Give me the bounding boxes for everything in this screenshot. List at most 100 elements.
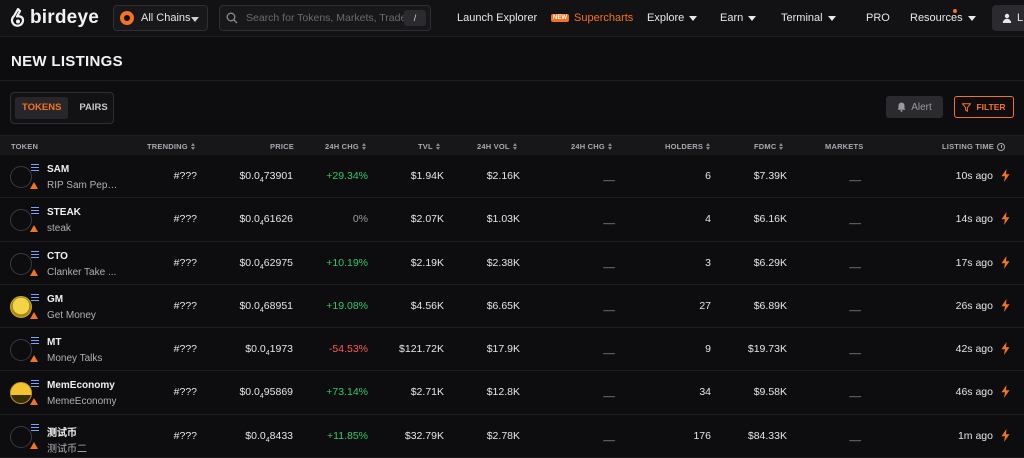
list-icon	[31, 250, 39, 258]
table-row[interactable]: 测试币 测试币二 #??? $0.048433 +11.85% $32.79K …	[0, 415, 1024, 458]
lightning-icon[interactable]	[1001, 385, 1010, 399]
table-row[interactable]: GM Get Money #??? $0.0468951 +19.08% $4.…	[0, 285, 1024, 329]
alert-label: Alert	[911, 101, 932, 113]
token-symbol[interactable]: SAM	[47, 164, 70, 175]
token-symbol[interactable]: STEAK	[47, 207, 81, 219]
nav-terminal-label: Terminal	[781, 12, 823, 24]
list-icon	[31, 293, 39, 301]
token-avatar	[10, 295, 32, 318]
trending-rank: #???	[173, 343, 197, 356]
tvl-value: $4.56K	[410, 299, 444, 312]
holders-count: 176	[693, 429, 711, 442]
sort-icon	[779, 143, 784, 150]
price-value: $0.0473901	[239, 170, 293, 185]
col-holders[interactable]: HOLDERS	[665, 142, 711, 151]
trending-rank: #???	[173, 299, 197, 312]
table-row[interactable]: MT Money Talks #??? $0.041973 -54.53% $1…	[0, 328, 1024, 372]
nav-explore[interactable]: Explore	[647, 12, 698, 24]
trending-rank: #???	[173, 386, 197, 399]
token-symbol[interactable]: GM	[47, 293, 64, 305]
table-row[interactable]: SAM RIP Sam Pepp... #??? $0.0473901 +29.…	[0, 155, 1024, 199]
login-button[interactable]: L	[992, 5, 1024, 31]
warning-icon	[30, 398, 38, 406]
col-24h-volume-change[interactable]: 24H CHG	[571, 142, 612, 151]
volume-change-24h: __	[603, 429, 615, 442]
birdeye-logo[interactable]: birdeye	[10, 7, 99, 29]
search-input[interactable]	[246, 12, 406, 24]
token-symbol[interactable]: MT	[47, 337, 62, 349]
price-change-24h: +73.14%	[326, 386, 368, 399]
volume-24h: $12.8K	[486, 386, 520, 399]
tvl-value: $2.07K	[410, 213, 444, 226]
token-avatar	[10, 209, 32, 232]
holders-count: 6	[705, 170, 711, 182]
nav-supercharts[interactable]: NEW Supercharts	[551, 12, 633, 24]
listing-time: 14s ago	[955, 213, 993, 226]
token-symbol[interactable]: CTO	[47, 250, 68, 262]
markets-value: __	[849, 213, 861, 226]
new-badge: NEW	[551, 14, 569, 22]
list-icon	[31, 207, 39, 215]
token-symbol[interactable]: 测试币	[47, 427, 77, 439]
chevron-down-icon	[967, 15, 976, 21]
filter-button[interactable]: FILTER	[954, 96, 1014, 118]
table-row[interactable]: STEAK steak #??? $0.0461626 0% $2.07K $1…	[0, 198, 1024, 242]
table-body: SAM RIP Sam Pepp... #??? $0.0473901 +29.…	[0, 155, 1024, 458]
tvl-value: $32.79K	[404, 429, 444, 442]
search-shortcut-key: /	[404, 10, 426, 26]
price-value: $0.0495869	[239, 386, 293, 401]
nav-pro[interactable]: PRO	[866, 12, 890, 24]
nav-resources[interactable]: Resources	[910, 9, 976, 24]
trending-rank: #???	[173, 170, 197, 182]
table-row[interactable]: MemEconomy MemeEconomy #??? $0.0495869 +…	[0, 371, 1024, 415]
price-change-24h: +10.19%	[326, 256, 368, 269]
list-icon	[31, 164, 39, 171]
logo-text: birdeye	[30, 7, 99, 28]
col-fdmc[interactable]: FDMC	[754, 142, 784, 151]
warning-icon	[30, 225, 38, 233]
markets-value: __	[849, 256, 861, 269]
nav-terminal[interactable]: Terminal	[781, 12, 836, 24]
chain-selector[interactable]: All Chains	[113, 5, 208, 31]
token-symbol[interactable]: MemEconomy	[47, 380, 115, 392]
markets-value: __	[849, 170, 861, 182]
col-price: PRICE	[270, 142, 294, 151]
lightning-icon[interactable]	[1001, 255, 1010, 269]
tab-pairs[interactable]: PAIRS	[79, 102, 108, 113]
warning-icon	[30, 441, 38, 449]
volume-24h: $6.65K	[486, 299, 520, 312]
col-24h-volume[interactable]: 24H VOL	[477, 142, 517, 151]
col-listing-time[interactable]: LISTING TIME	[942, 142, 1005, 151]
listing-time: 26s ago	[955, 299, 993, 312]
trending-rank: #???	[173, 429, 197, 442]
token-name: Clanker Take ...	[47, 266, 117, 278]
tab-tokens[interactable]: TOKENS	[15, 97, 69, 119]
lightning-icon[interactable]	[1001, 342, 1010, 356]
lightning-icon[interactable]	[1001, 298, 1010, 312]
sort-icon	[361, 143, 366, 150]
fdmc-value: $7.39K	[753, 170, 787, 182]
col-tvl[interactable]: TVL	[418, 142, 440, 151]
table-row[interactable]: CTO Clanker Take ... #??? $0.0462975 +10…	[0, 242, 1024, 285]
alert-button[interactable]: Alert	[886, 96, 943, 118]
chevron-down-icon	[827, 15, 836, 21]
token-avatar	[10, 252, 32, 275]
bell-icon	[897, 102, 906, 112]
chain-selector-label: All Chains	[141, 12, 191, 24]
lightning-icon[interactable]	[1001, 428, 1010, 442]
price-change-24h: -54.53%	[328, 343, 368, 356]
search-box[interactable]: /	[219, 5, 431, 31]
nav-earn-label: Earn	[720, 12, 744, 24]
col-24h-change[interactable]: 24H CHG	[325, 142, 366, 151]
warning-icon	[30, 311, 38, 319]
volume-24h: $2.16K	[486, 170, 520, 182]
lightning-icon[interactable]	[1001, 212, 1010, 226]
token-avatar	[10, 166, 32, 188]
lightning-icon[interactable]	[1001, 169, 1010, 182]
nav-launch-explorer[interactable]: Launch Explorer	[457, 12, 537, 24]
listing-time: 10s ago	[955, 170, 993, 182]
nav-earn[interactable]: Earn	[720, 12, 757, 24]
col-trending[interactable]: TRENDING	[147, 142, 195, 151]
volume-change-24h: __	[603, 386, 615, 399]
sort-icon	[512, 143, 517, 150]
